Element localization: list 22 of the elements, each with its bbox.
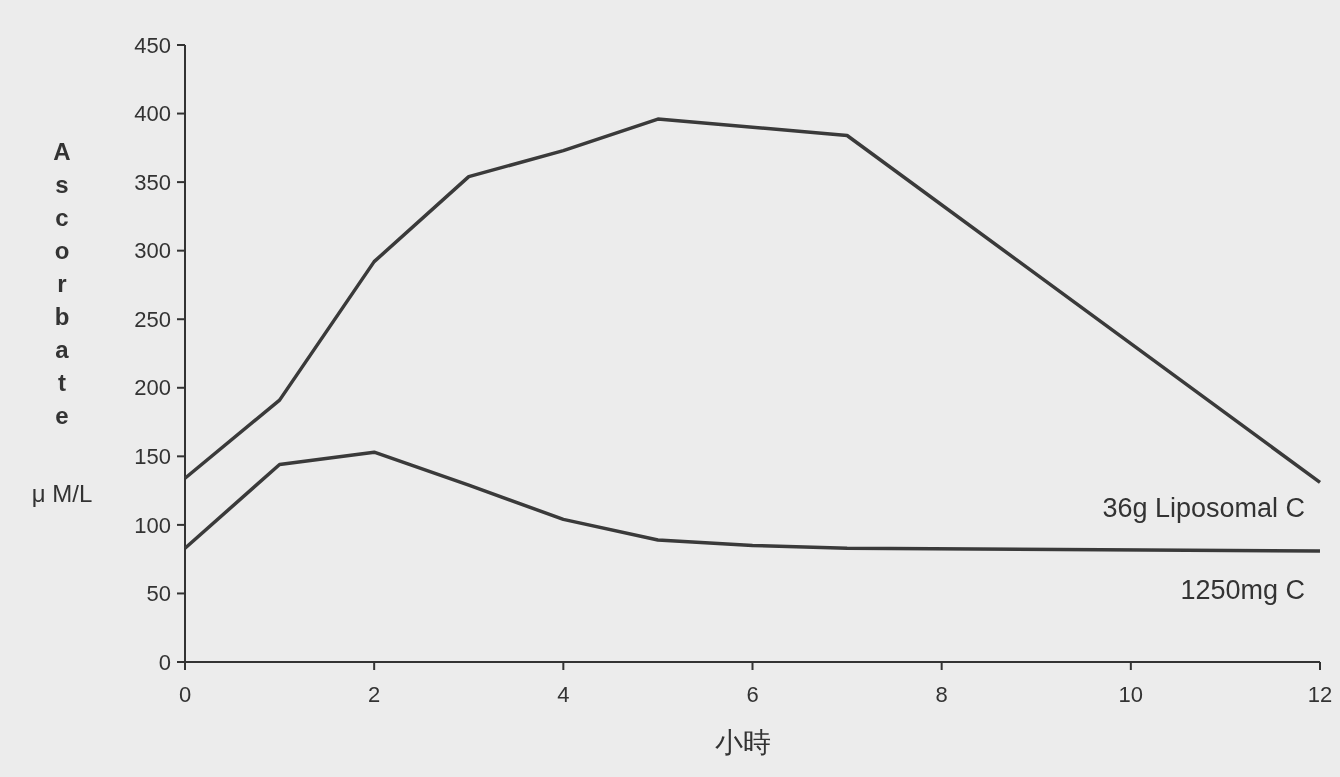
x-tick-label: 10	[1118, 682, 1144, 707]
y-tick-label: 200	[134, 375, 171, 401]
y-tick-label: 50	[146, 581, 171, 607]
text: μ M/L	[31, 480, 93, 507]
y-tick-label: 100	[134, 512, 171, 538]
x-tick-label: 4	[557, 682, 570, 707]
x-tick-label: 6	[746, 682, 759, 707]
series-label: 1250mg C	[1180, 574, 1305, 605]
x-tick-label: 8	[935, 682, 948, 707]
x-tick-label: 2	[368, 682, 381, 707]
series-label: 36g Liposomal C	[1102, 493, 1305, 524]
y-tick-label: 250	[134, 306, 171, 332]
y-tick-label: 0	[158, 649, 171, 675]
y-tick-label: 350	[134, 169, 171, 195]
x-tick-label: 12	[1307, 682, 1333, 707]
text: Ascorbate	[53, 138, 71, 429]
x-tick-label: 0	[178, 682, 192, 707]
y-tick-label: 150	[134, 444, 171, 470]
y-tick-label: 300	[134, 238, 171, 264]
x-axis-title: 小時	[714, 727, 771, 758]
y-tick-label: 450	[134, 32, 171, 58]
y-tick-label: 400	[134, 101, 171, 127]
